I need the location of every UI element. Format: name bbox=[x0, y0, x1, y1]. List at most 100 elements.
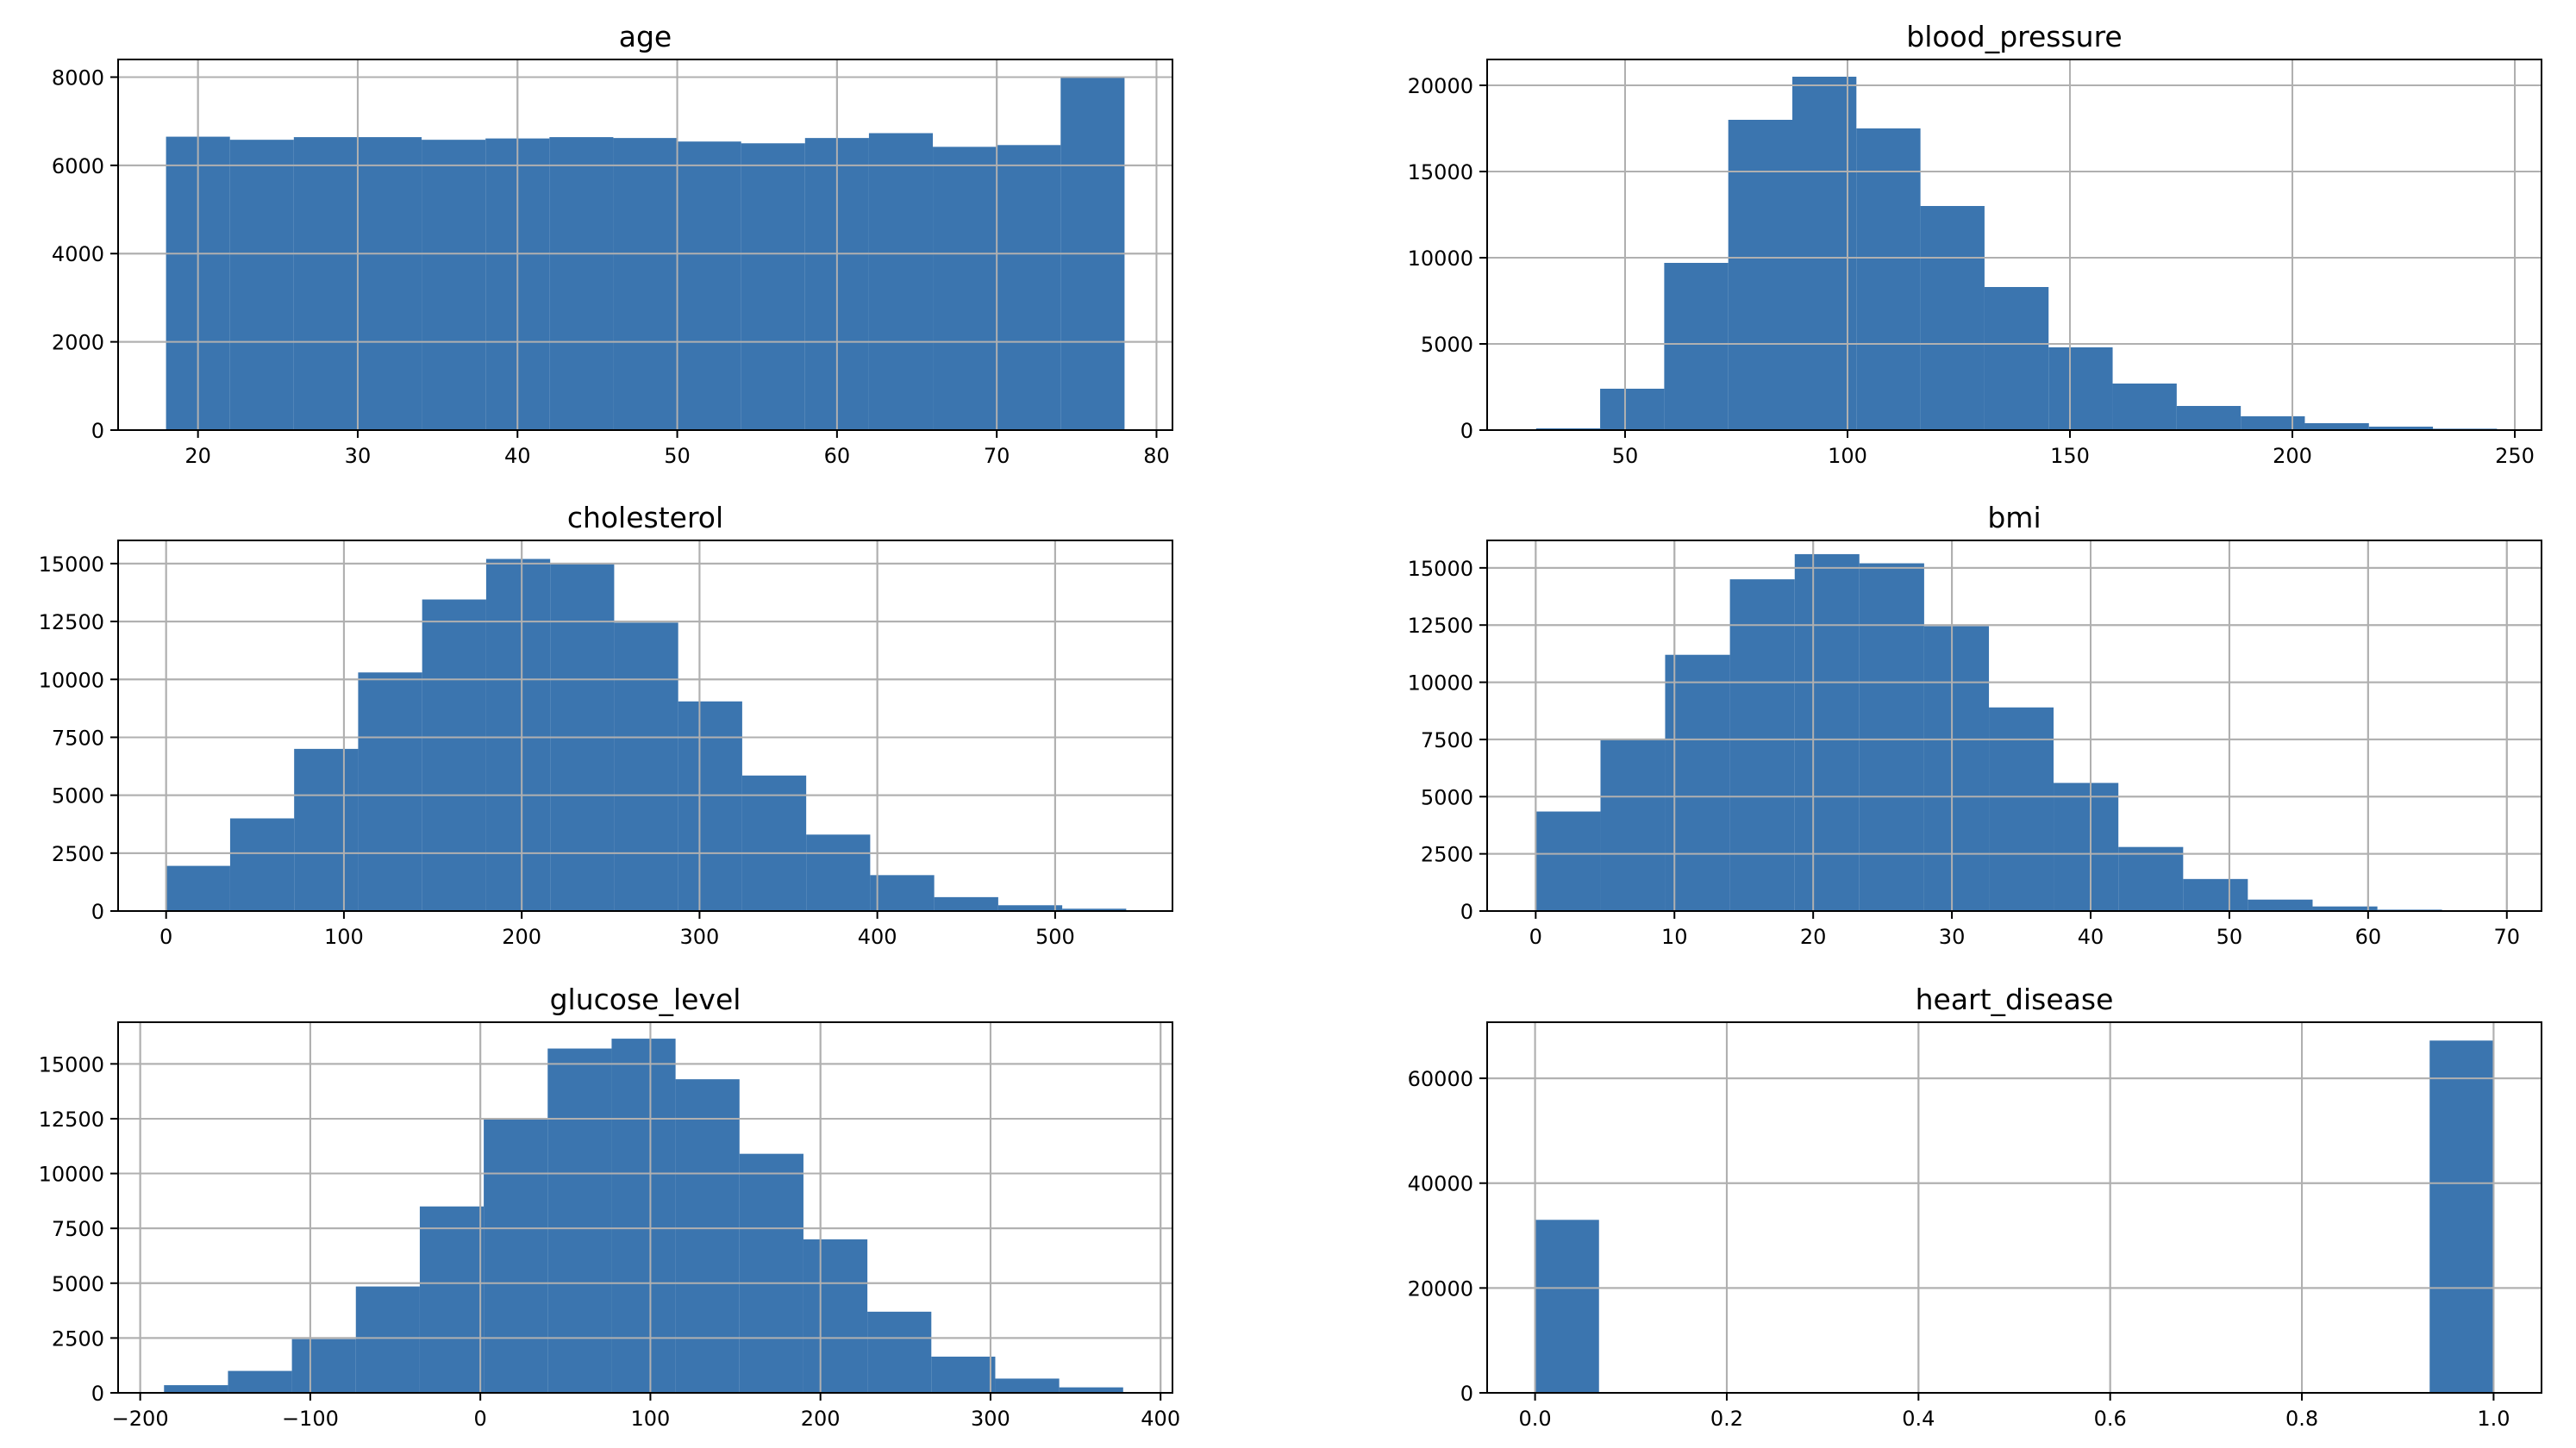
histogram-bar bbox=[2118, 846, 2184, 911]
histogram-bar bbox=[419, 1206, 485, 1393]
histogram-bar bbox=[1729, 579, 1795, 911]
y-tick-label: 0 bbox=[91, 1382, 104, 1406]
histogram-bar bbox=[1728, 120, 1792, 430]
histogram-bar bbox=[228, 1370, 292, 1393]
y-tick-label: 12500 bbox=[1408, 614, 1473, 638]
histogram-bar bbox=[741, 143, 805, 430]
histogram-bar bbox=[422, 140, 486, 430]
histogram-bar bbox=[1791, 77, 1857, 430]
y-tick-label: 2000 bbox=[52, 331, 104, 355]
histogram-bar bbox=[2312, 906, 2378, 911]
histogram-bar bbox=[933, 147, 997, 430]
x-tick-label: 100 bbox=[324, 925, 364, 949]
axes-frame bbox=[1486, 540, 2542, 912]
y-tick-label: 0 bbox=[1460, 1382, 1473, 1406]
x-tick-label: 80 bbox=[1143, 444, 1170, 468]
histogram-bar bbox=[291, 1339, 356, 1393]
histogram-bar bbox=[1600, 389, 1665, 430]
histogram-bar bbox=[1535, 811, 1601, 911]
x-tick-label: 200 bbox=[502, 925, 541, 949]
x-tick-label: 20 bbox=[184, 444, 211, 468]
y-tick-label: 40000 bbox=[1408, 1172, 1473, 1196]
y-tick-label: 6000 bbox=[52, 154, 104, 178]
histogram-bar bbox=[485, 559, 551, 911]
panel-age: 20 30 40 50 60 70 80 0 2000 4000 6000 8000 age bbox=[52, 20, 1173, 468]
histogram-bar bbox=[2368, 427, 2434, 430]
x-tick-label: 30 bbox=[1939, 925, 1966, 949]
histogram-bar bbox=[1059, 1387, 1123, 1393]
panel-glucose-level: −200 −100 0 100 200 300 400 0 2500 5000 7500 10000 1… bbox=[39, 983, 1180, 1431]
histogram-bar bbox=[614, 622, 678, 911]
x-tick-label: 50 bbox=[2216, 925, 2243, 949]
x-tick-label: 300 bbox=[679, 925, 719, 949]
x-tick-label: 0.8 bbox=[2285, 1407, 2318, 1431]
y-tick-label: 5000 bbox=[1421, 785, 1473, 809]
x-tick-label: 10 bbox=[1661, 925, 1688, 949]
panel-title: age bbox=[619, 20, 672, 53]
axes-frame bbox=[117, 540, 1173, 912]
histogram-bar bbox=[2429, 1040, 2494, 1393]
histogram-bar bbox=[422, 599, 486, 911]
y-tick-label: 15000 bbox=[39, 1052, 104, 1077]
x-tick-label: 0.0 bbox=[1519, 1407, 1552, 1431]
histogram-bar bbox=[294, 748, 359, 911]
histogram-bar bbox=[868, 133, 934, 430]
histogram-bar bbox=[997, 905, 1063, 911]
histogram-bar bbox=[2176, 406, 2241, 430]
histogram-bar bbox=[1859, 563, 1924, 911]
histogram-bar bbox=[293, 137, 358, 430]
panel-title: heart_disease bbox=[1916, 983, 2114, 1016]
x-tick-label: 200 bbox=[2273, 444, 2312, 468]
y-tick-label: 60000 bbox=[1408, 1067, 1473, 1091]
y-tick-label: 5000 bbox=[1421, 333, 1473, 357]
histogram-bar bbox=[166, 865, 230, 911]
histogram-bar bbox=[2241, 416, 2305, 430]
histogram-bar bbox=[2304, 423, 2369, 430]
x-tick-label: 0 bbox=[159, 925, 172, 949]
histogram-bar bbox=[1920, 206, 1985, 430]
x-tick-label: −100 bbox=[282, 1407, 339, 1431]
x-tick-label: 0.2 bbox=[1710, 1407, 1743, 1431]
x-tick-label: −200 bbox=[112, 1407, 169, 1431]
histogram-bar bbox=[1664, 263, 1729, 430]
x-tick-label: 100 bbox=[1828, 444, 1867, 468]
y-tick-label: 7500 bbox=[52, 1217, 104, 1241]
y-tick-label: 8000 bbox=[52, 66, 104, 90]
y-tick-label: 2500 bbox=[52, 1326, 104, 1351]
y-tick-label: 4000 bbox=[52, 242, 104, 266]
histogram-bar bbox=[870, 875, 935, 911]
histogram-bar bbox=[229, 140, 294, 430]
y-tick-label: 7500 bbox=[52, 726, 104, 750]
y-tick-label: 2500 bbox=[1421, 843, 1473, 867]
x-tick-label: 500 bbox=[1035, 925, 1075, 949]
histogram-bar bbox=[2248, 899, 2313, 911]
panel-cholesterol: 0 100 200 300 400 500025005000750010000125001… bbox=[39, 501, 1173, 949]
histogram-bar bbox=[357, 137, 422, 430]
histogram-bar bbox=[2112, 384, 2177, 430]
panel-title: bmi bbox=[1987, 501, 2041, 534]
y-tick-label: 0 bbox=[1460, 900, 1473, 924]
histogram-bar bbox=[549, 137, 614, 430]
y-tick-label: 20000 bbox=[1408, 1276, 1473, 1301]
histogram-bar bbox=[358, 672, 422, 911]
x-tick-label: 40 bbox=[504, 444, 531, 468]
x-tick-label: 0.4 bbox=[1902, 1407, 1935, 1431]
y-tick-label: 15000 bbox=[1408, 160, 1473, 184]
x-tick-label: 1.0 bbox=[2477, 1407, 2510, 1431]
y-tick-label: 7500 bbox=[1421, 728, 1473, 752]
histogram-bar bbox=[867, 1311, 932, 1393]
panel-bmi: 0 10 20 30 40 50 60 70 0 2500 5000 7500 10000 12500 15… bbox=[1408, 501, 2542, 949]
histogram-bar bbox=[1600, 739, 1666, 911]
histogram-bar bbox=[229, 818, 295, 911]
x-tick-label: 0 bbox=[1529, 925, 1542, 949]
x-tick-label: 400 bbox=[858, 925, 897, 949]
y-tick-label: 15000 bbox=[39, 552, 104, 577]
histogram-bar bbox=[934, 896, 998, 911]
y-tick-label: 20000 bbox=[1408, 74, 1473, 98]
x-tick-label: 60 bbox=[824, 444, 851, 468]
y-tick-label: 0 bbox=[91, 900, 104, 924]
y-tick-label: 12500 bbox=[39, 1108, 104, 1132]
x-tick-label: 0 bbox=[474, 1407, 487, 1431]
panel-title: glucose_level bbox=[550, 983, 741, 1016]
